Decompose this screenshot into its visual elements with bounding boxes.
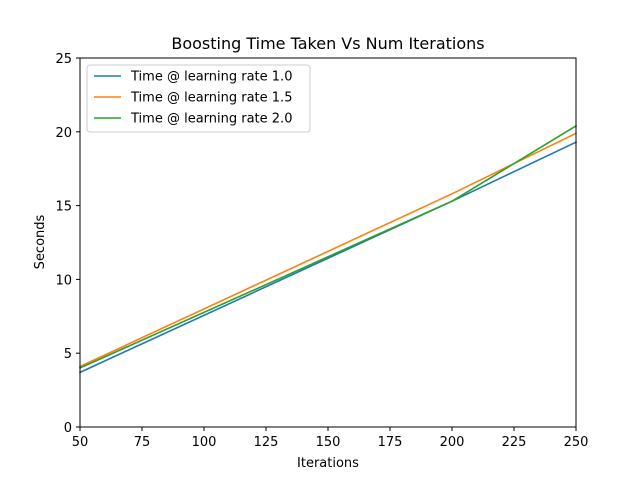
y-tick-label: 25 — [55, 52, 72, 67]
chart-title: Boosting Time Taken Vs Num Iterations — [171, 34, 484, 53]
x-tick-label: 200 — [440, 435, 465, 450]
series-layer — [78, 124, 578, 374]
y-tick-label: 0 — [64, 421, 72, 436]
x-axis: 50 75 100 125 150 175 200 225 250 — [72, 427, 589, 450]
x-tick-label: 225 — [502, 435, 527, 450]
y-tick-label: 10 — [55, 273, 72, 288]
y-axis: 0 5 10 15 20 25 — [55, 52, 80, 436]
x-tick-label: 175 — [378, 435, 403, 450]
y-tick-label: 20 — [55, 126, 72, 141]
x-axis-label: Iterations — [297, 456, 359, 471]
legend-box — [86, 64, 311, 133]
legend-label: Time @ learning rate 1.0 — [130, 70, 292, 85]
y-tick-label: 15 — [55, 200, 72, 215]
legend-label: Time @ learning rate 2.0 — [130, 112, 292, 127]
legend-label: Time @ learning rate 1.5 — [130, 91, 292, 106]
y-tick-label: 5 — [64, 347, 72, 362]
x-tick-label: 50 — [72, 435, 89, 450]
x-tick-label: 150 — [316, 435, 341, 450]
legend: Time @ learning rate 1.0 Time @ learning … — [86, 64, 311, 133]
x-tick-label: 250 — [564, 435, 589, 450]
x-tick-label: 100 — [192, 435, 217, 450]
x-tick-label: 125 — [254, 435, 279, 450]
y-axis-label: Seconds — [33, 214, 48, 269]
x-tick-label: 75 — [134, 435, 151, 450]
legend-entries: Time @ learning rate 1.0 Time @ learning … — [94, 70, 292, 127]
series-line-3 — [78, 124, 578, 370]
series-line-2 — [78, 132, 578, 368]
